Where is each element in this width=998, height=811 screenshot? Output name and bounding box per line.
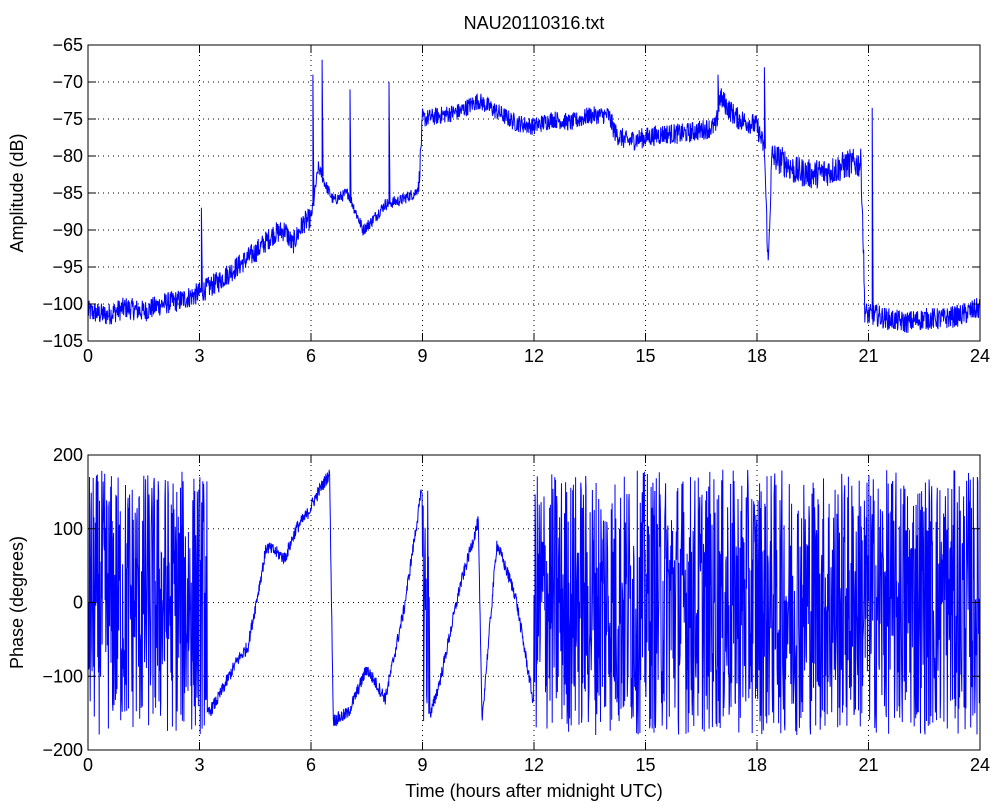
y-tick-label: −200 — [42, 740, 83, 760]
x-tick-label: 24 — [970, 346, 990, 366]
x-tick-label: 6 — [306, 755, 316, 775]
y-axis-label: Amplitude (dB) — [7, 133, 27, 252]
x-tick-label: 21 — [858, 755, 878, 775]
y-tick-label: −100 — [42, 294, 83, 314]
y-tick-label: −70 — [52, 72, 83, 92]
y-tick-label: 200 — [53, 445, 83, 465]
phase-series-line — [88, 469, 980, 736]
y-tick-label: −95 — [52, 257, 83, 277]
figure-title: NAU20110316.txt — [464, 13, 605, 33]
x-tick-label: 3 — [194, 346, 204, 366]
y-tick-label: −80 — [52, 146, 83, 166]
y-tick-label: −105 — [42, 331, 83, 351]
x-tick-label: 15 — [635, 346, 655, 366]
y-tick-label: −65 — [52, 35, 83, 55]
y-tick-label: −85 — [52, 183, 83, 203]
amplitude-panel: 0 3 6 9 12 15 18 21 24 −105 −100 −95 −90 −85 −80 −75 −70… — [7, 35, 990, 366]
x-tick-label: 9 — [417, 346, 427, 366]
y-tick-label: −90 — [52, 220, 83, 240]
x-tick-label: 12 — [524, 346, 544, 366]
y-tick-label: 0 — [73, 593, 83, 613]
y-axis-label: Phase (degrees) — [7, 536, 27, 669]
x-tick-label: 18 — [747, 346, 767, 366]
amplitude-series-line — [88, 59, 980, 333]
x-tick-label: 15 — [635, 755, 655, 775]
x-axis-label: Time (hours after midnight UTC) — [405, 781, 662, 801]
x-tick-label: 0 — [83, 346, 93, 366]
y-tick-label: −75 — [52, 109, 83, 129]
x-tick-label: 9 — [417, 755, 427, 775]
x-tick-label: 21 — [858, 346, 878, 366]
x-tick-label: 6 — [306, 346, 316, 366]
x-tick-label: 18 — [747, 755, 767, 775]
phase-panel: 0 3 6 9 12 15 18 21 24 −200 −100 0 100 200 Phase (degr… — [7, 445, 990, 801]
x-tick-label: 12 — [524, 755, 544, 775]
x-tick-label: 24 — [970, 755, 990, 775]
x-tick-label: 3 — [194, 755, 204, 775]
y-tick-label: 100 — [53, 519, 83, 539]
x-tick-label: 0 — [83, 755, 93, 775]
y-tick-label: −100 — [42, 666, 83, 686]
